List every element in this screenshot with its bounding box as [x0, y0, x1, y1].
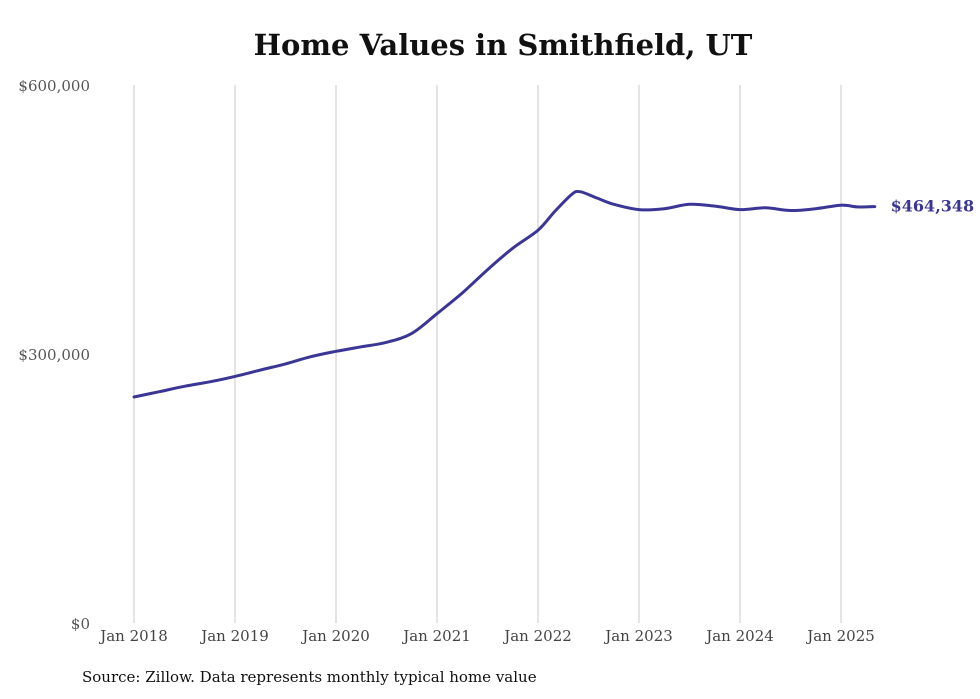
y-axis-ticks: $0 $300,000 $600,000 — [18, 77, 90, 633]
y-tick-label: $300,000 — [18, 346, 90, 364]
x-tick-label: Jan 2018 — [98, 627, 168, 645]
x-tick-label: Jan 2019 — [199, 627, 269, 645]
source-note: Source: Zillow. Data represents monthly … — [82, 668, 537, 686]
x-tick-label: Jan 2020 — [300, 627, 370, 645]
x-tick-label: Jan 2023 — [603, 627, 673, 645]
end-value-label: $464,348 — [891, 197, 975, 216]
y-tick-label: $600,000 — [18, 77, 90, 95]
x-tick-label: Jan 2025 — [805, 627, 875, 645]
grid-layer — [133, 85, 842, 623]
x-tick-label: Jan 2024 — [704, 627, 774, 645]
series-line — [132, 189, 877, 399]
x-tick-label: Jan 2022 — [502, 627, 572, 645]
x-tick-label: Jan 2021 — [401, 627, 471, 645]
chart-title: Home Values in Smithfield, UT — [253, 28, 753, 62]
x-axis-ticks: Jan 2018 Jan 2019 Jan 2020 Jan 2021 Jan 2022… — [98, 627, 875, 645]
y-tick-label: $0 — [71, 615, 90, 633]
